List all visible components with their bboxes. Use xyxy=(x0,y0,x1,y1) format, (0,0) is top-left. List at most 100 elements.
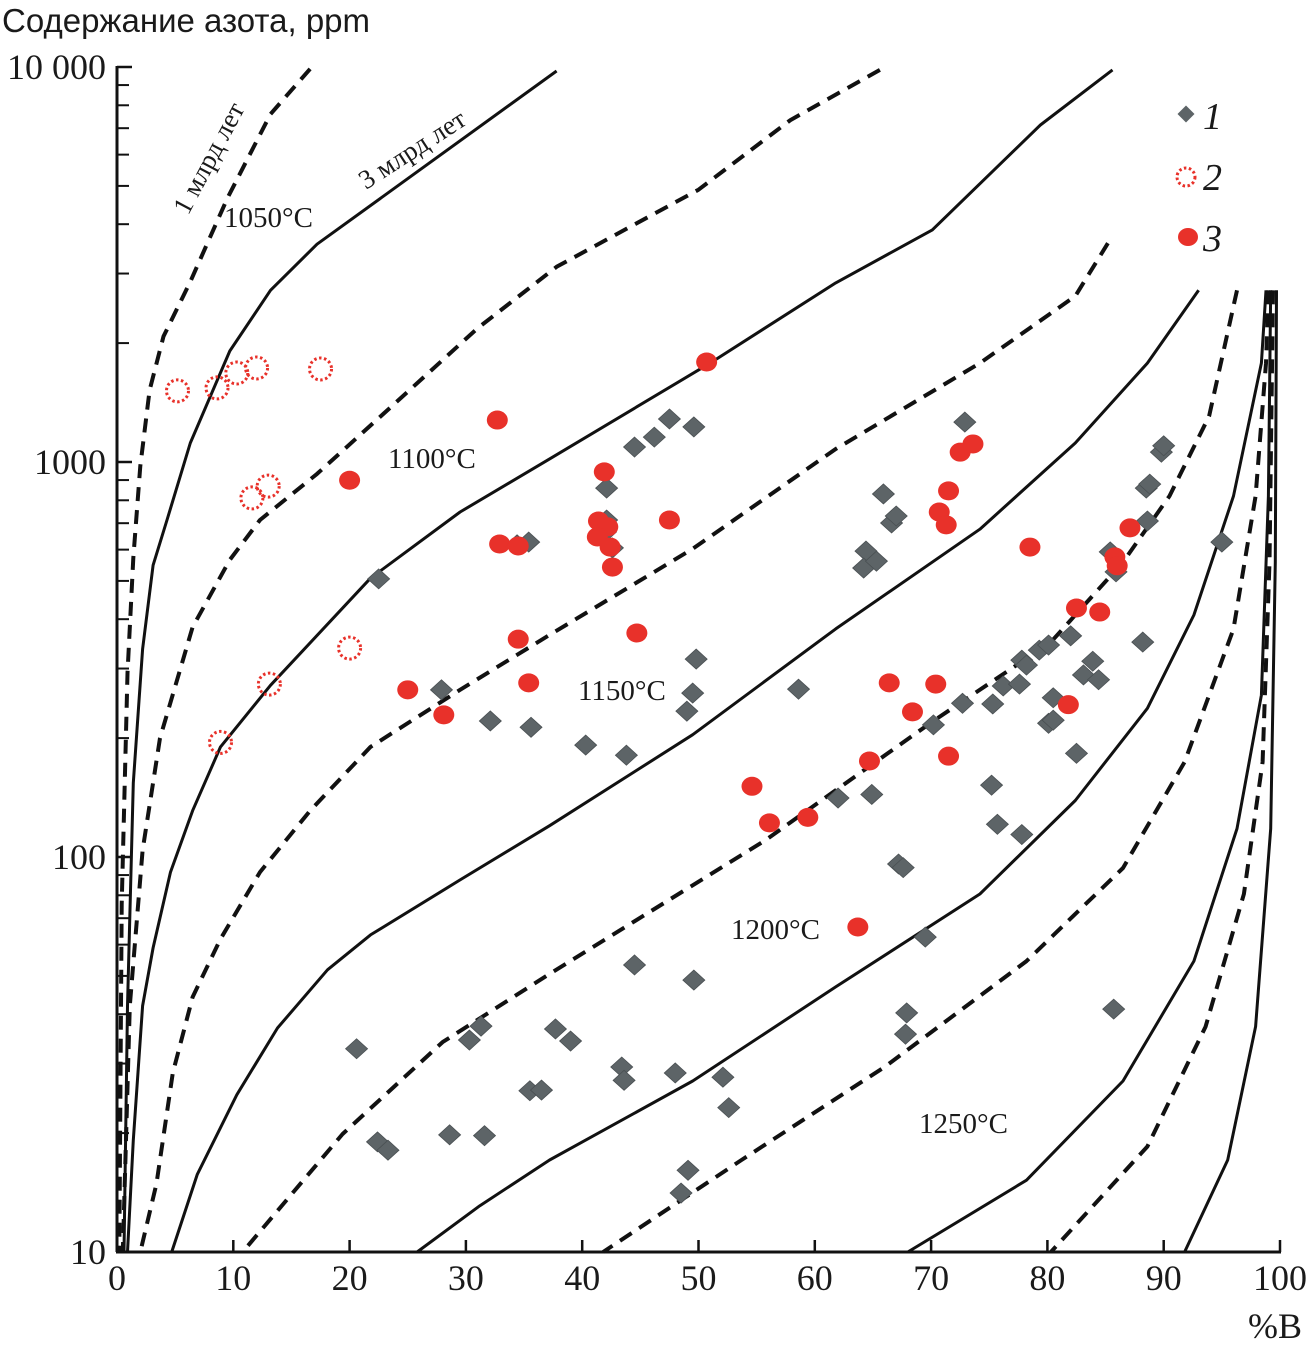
series-1-diamond-point xyxy=(612,1069,636,1091)
series-3-filled-circle-point xyxy=(696,352,718,372)
x-tick-label: 0 xyxy=(108,1258,126,1298)
series-1-diamond-point xyxy=(529,1079,554,1101)
series-3-filled-circle-point xyxy=(925,674,947,694)
series-1-diamond-point xyxy=(622,436,647,458)
series-1-diamond-point xyxy=(457,1029,481,1051)
series-2-open-circle-point xyxy=(164,378,190,404)
series-3-filled-circle-point xyxy=(507,629,529,649)
series-1-diamond-point xyxy=(913,926,937,948)
series-3-filled-circle-point xyxy=(1065,598,1087,618)
series-1-diamond-point xyxy=(622,954,647,976)
series-1-diamond-point xyxy=(1064,742,1089,764)
series-3-filled-circle-point xyxy=(593,462,615,482)
series-1-diamond-point xyxy=(1135,510,1160,532)
legend-marker-diamond-icon xyxy=(1177,105,1195,123)
isotherm-3ga-curve-11 xyxy=(1183,290,1278,1253)
series-1-diamond-point xyxy=(344,1038,369,1060)
series-1-diamond-point xyxy=(864,550,889,572)
isotherm-3ga-curve-1 xyxy=(122,69,558,1253)
x-tick-label: 70 xyxy=(913,1258,949,1298)
series-3-filled-circle-point xyxy=(599,537,621,557)
isotherm-3ga-curve-3 xyxy=(126,68,1114,1253)
series-1-diamond-point xyxy=(519,716,543,738)
series-1-diamond-point xyxy=(826,787,850,809)
x-tick-label: 60 xyxy=(797,1258,833,1298)
legend-marker-open-circle-icon xyxy=(1175,166,1197,188)
series-3-filled-circle-point xyxy=(1019,537,1041,557)
series-1-diamond-point xyxy=(950,692,975,714)
series-1-diamond-point xyxy=(657,408,682,430)
series-2-open-circle-point xyxy=(255,473,281,499)
series-2-open-circle-point xyxy=(337,635,363,661)
series-1-diamond-point xyxy=(429,679,454,701)
series-2-open-circle-point xyxy=(256,671,282,697)
series-1-diamond-point xyxy=(367,568,391,590)
y-tick-label: 100 xyxy=(52,837,106,877)
series-1-diamond-point xyxy=(1081,650,1105,672)
series-1-diamond-point xyxy=(681,682,705,704)
series-1-diamond-point xyxy=(981,693,1005,715)
isotherm-1ga-curve-8 xyxy=(601,290,1271,1254)
isotherm-1ga-curve-2 xyxy=(120,68,881,1253)
series-3-filled-circle-point xyxy=(1119,518,1141,538)
series-1-diamond-point xyxy=(711,1066,735,1088)
series-1-diamond-point xyxy=(676,1159,700,1181)
isotherm-3ga-curve-9 xyxy=(907,290,1273,1254)
x-tick-label: 20 xyxy=(332,1258,368,1298)
isotherm-1ga-curve-6 xyxy=(241,289,1239,1254)
series-3-filled-circle-point xyxy=(758,813,780,833)
series-1-diamond-point xyxy=(786,678,811,700)
series-1-diamond-point xyxy=(558,1030,583,1052)
series-3-filled-circle-point xyxy=(938,481,960,501)
series-1-diamond-point xyxy=(891,857,915,879)
series-1-diamond-point xyxy=(1102,998,1126,1020)
series-3-filled-circle-point xyxy=(1057,695,1079,715)
series-3-filled-circle-point xyxy=(507,536,529,556)
label-1150: 1150°C xyxy=(578,675,666,707)
series-3-filled-circle-point xyxy=(518,673,540,693)
series-1-diamond-point xyxy=(1210,531,1234,553)
x-tick-label: 80 xyxy=(1029,1258,1065,1298)
series-3-filled-circle-point xyxy=(797,807,819,827)
series-1-diamond-point xyxy=(717,1097,741,1119)
x-tick-label: 50 xyxy=(681,1258,717,1298)
x-tick-label: 30 xyxy=(448,1258,484,1298)
y-tick-label: 10 000 xyxy=(7,47,106,87)
isotherm-3ga-curve-5 xyxy=(170,289,1200,1253)
legend-marker-filled-circle-icon xyxy=(1178,228,1198,246)
series-1-diamond-point xyxy=(595,477,619,499)
series-3-filled-circle-point xyxy=(741,776,763,796)
isotherm-3ga-curve-7 xyxy=(416,290,1268,1254)
series-1-diamond-point xyxy=(472,1125,497,1147)
series-1-diamond-point xyxy=(684,648,708,670)
legend-label-1: 1 xyxy=(1203,96,1222,138)
series-1-diamond-point xyxy=(376,1139,400,1161)
series-3-filled-circle-point xyxy=(962,434,984,454)
series-1-diamond-point xyxy=(663,1062,687,1084)
label-1100: 1100°C xyxy=(388,443,476,475)
series-3-filled-circle-point xyxy=(901,702,923,722)
series-1-diamond-point xyxy=(574,734,598,756)
series-3-filled-circle-point xyxy=(658,510,680,530)
series-2-open-circle-point xyxy=(239,485,265,511)
series-3-filled-circle-point xyxy=(938,746,960,766)
legend-label-2: 2 xyxy=(1203,157,1222,199)
series-1-diamond-point xyxy=(478,710,502,732)
series-1-diamond-point xyxy=(953,411,977,433)
x-tick-label: 10 xyxy=(215,1258,251,1298)
series-1-diamond-point xyxy=(682,969,706,991)
series-1-diamond-point xyxy=(871,483,896,505)
series-3-filled-circle-point xyxy=(1089,602,1111,622)
series-3-filled-circle-point xyxy=(935,515,957,535)
series-2-open-circle-point xyxy=(208,729,234,755)
y-tick-label: 10 xyxy=(70,1232,106,1272)
series-1-diamond-point xyxy=(438,1124,462,1146)
series-2-open-circle-point xyxy=(308,356,334,382)
x-axis-title: %B xyxy=(1248,1306,1302,1346)
legend: 1 2 3 xyxy=(1175,96,1222,260)
series-3-filled-circle-point xyxy=(847,917,869,937)
series-3-filled-circle-point xyxy=(1106,556,1128,576)
series-1-diamond-point xyxy=(1036,634,1061,656)
